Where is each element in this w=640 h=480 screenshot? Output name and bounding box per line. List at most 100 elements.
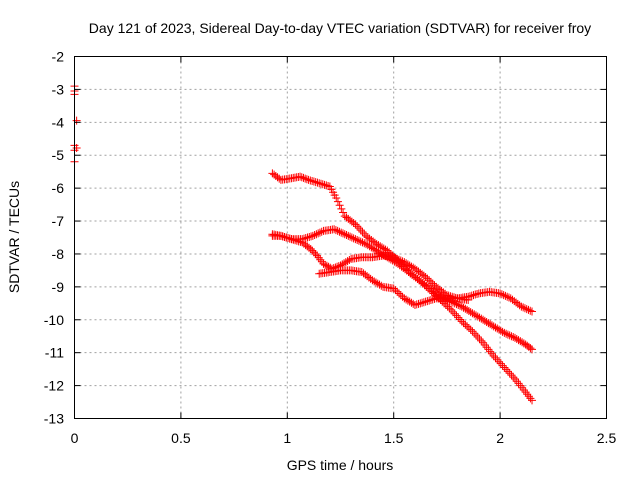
data-point [524,305,533,314]
data-point [445,304,454,313]
data-point [360,229,369,238]
data-point [311,249,320,258]
y-tick-label: -10 [44,312,64,328]
y-tick-label: -5 [52,147,65,163]
data-point [507,371,516,380]
data-point [318,180,327,189]
data-point [391,254,400,263]
data-point [471,331,480,340]
tick-labels: 0 0.5 1 1.5 2 2.5 -13 -12 -11 -10 -9 -8 -7 -6 -5 -4 -3 -2 [44,49,617,447]
data-point [314,229,323,238]
data-point [448,298,457,307]
data-point [414,299,423,308]
data-point [450,309,459,318]
data-point [496,289,505,298]
data-point [337,204,346,213]
axis-ticks [74,56,607,419]
data-point [503,330,512,339]
data-point [489,351,498,360]
data-point [501,291,510,300]
data-point [500,363,509,372]
data-point [309,248,318,257]
data-point [322,261,331,270]
data-point [430,294,439,303]
y-tick-label: -8 [52,246,65,262]
data-point [346,232,355,241]
data-point [301,234,310,243]
data-point [358,238,367,247]
data-point [303,233,312,242]
data-point [339,208,348,217]
data-point [461,320,470,329]
data-point [360,239,369,248]
data-point [315,228,324,237]
data-point [324,181,333,190]
data-point [316,179,325,188]
data-point [428,279,437,288]
data-point [301,174,310,183]
data-point [321,260,330,269]
data-point [333,226,342,235]
data-point [469,291,478,300]
y-tick-label: -11 [45,345,64,361]
data-point [464,324,473,332]
data-point [291,236,300,245]
data-point [528,345,537,354]
data-point [497,290,506,299]
data-point [299,173,308,182]
data-point [312,230,321,239]
data-point [311,178,320,187]
y-tick-label: -6 [52,180,65,196]
data-point [296,237,305,246]
data-point [423,274,432,283]
data-point [465,292,474,301]
data-point [302,175,311,184]
data-point [421,297,430,306]
data-point [285,234,294,243]
grid [74,56,607,419]
data-point [308,177,317,186]
data-point [306,245,315,254]
data-point [519,303,528,312]
data-point [349,218,358,227]
data-point [526,394,535,403]
data-point [452,311,461,320]
data-point [450,299,459,308]
data-point [313,251,322,260]
data-point [498,361,507,370]
data-point [335,227,344,236]
data-point [395,255,404,264]
data-point [354,236,363,245]
data-point [473,333,482,342]
data-point [284,234,293,243]
data-point [463,322,472,331]
data-point [351,235,360,244]
data-point [499,291,508,300]
y-tick-label: -4 [52,114,65,130]
data-point [340,230,349,239]
plot-frame [74,56,607,419]
data-point [276,231,285,240]
data-point [425,296,434,305]
data-point [395,289,404,298]
data-point [521,388,530,397]
x-tick-label: 1 [283,430,291,446]
data-point [428,295,437,304]
data-point [278,232,287,241]
data-point [448,307,457,316]
data-point [358,228,367,237]
data-point [308,246,317,255]
y-tick-label: -7 [52,213,65,229]
data-point [416,299,425,308]
data-point [287,235,296,244]
data-point [389,253,398,262]
data-point [467,291,476,300]
data-point [297,173,306,182]
data-point [505,331,514,340]
data-point [398,257,407,266]
data-point [356,237,365,246]
y-tick-label: -3 [52,81,65,97]
data-point [470,329,479,338]
data-point [294,237,303,246]
